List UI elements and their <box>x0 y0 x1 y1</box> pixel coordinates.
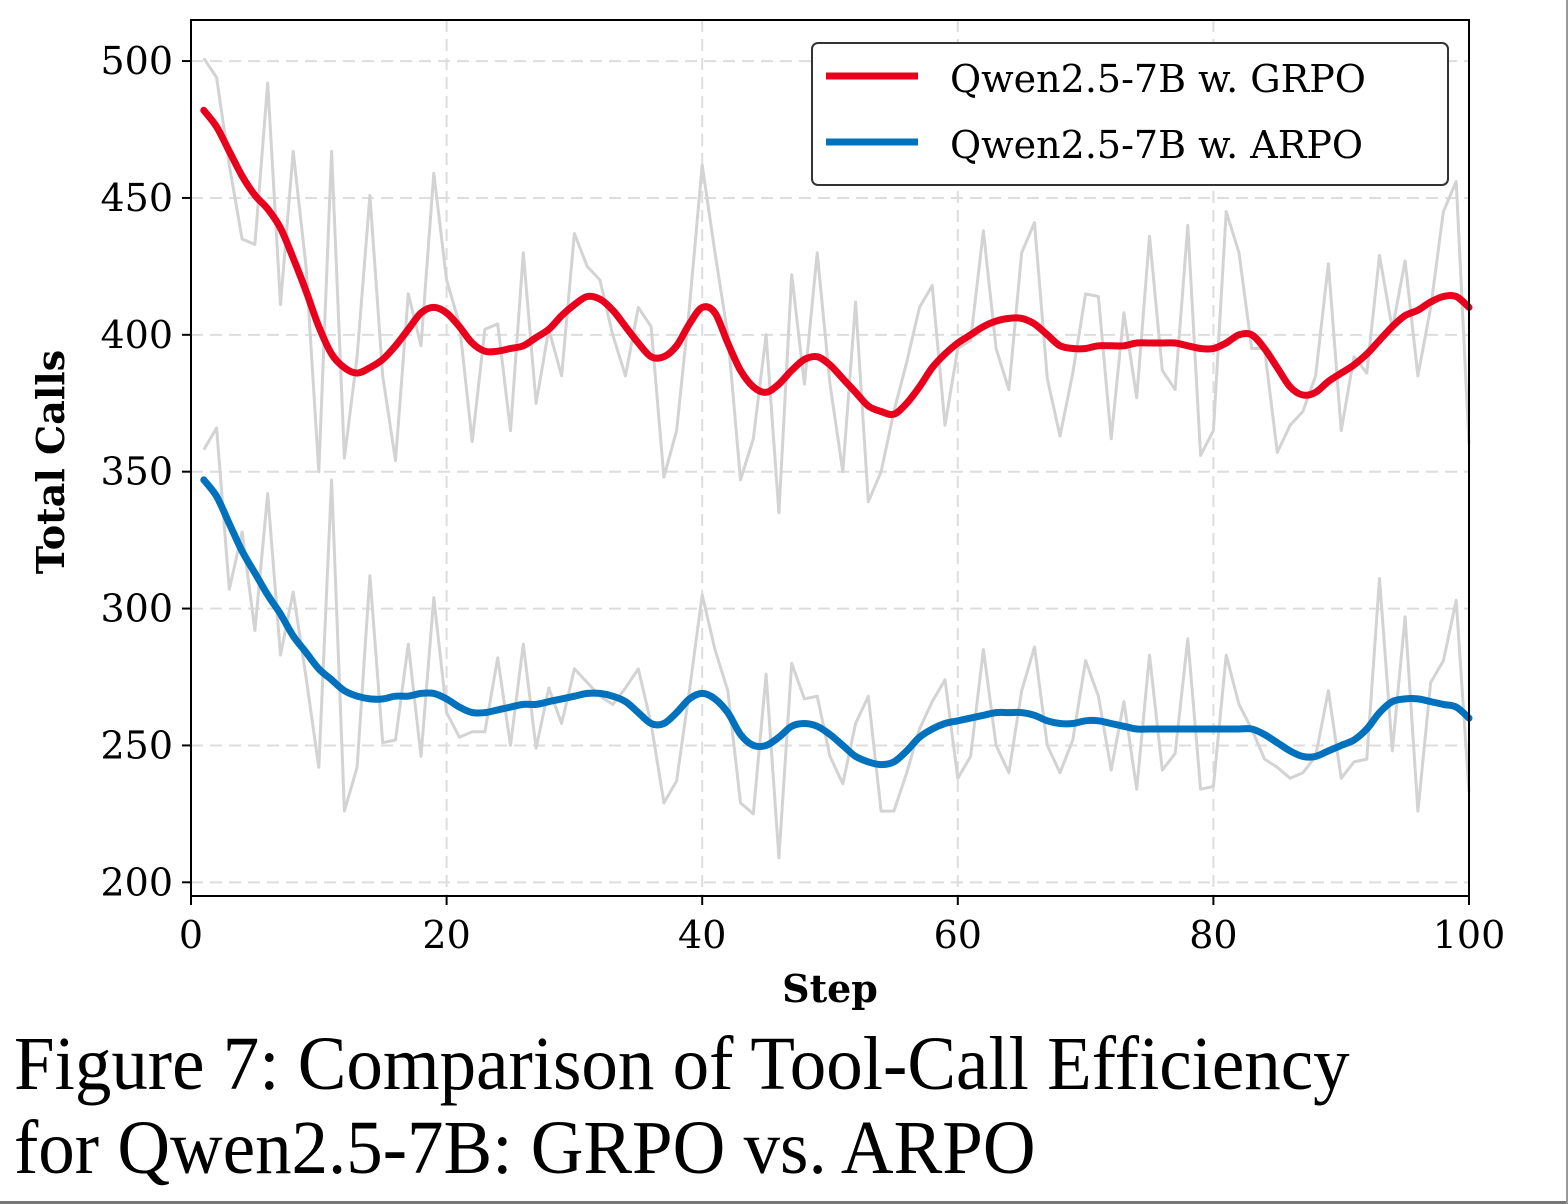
y-tick-label: 450 <box>100 176 173 220</box>
x-axis: 0 20 40 60 80 100 <box>179 896 1505 957</box>
x-tick-label: 100 <box>1433 913 1506 957</box>
y-tick-label: 200 <box>100 860 173 904</box>
figure-caption: Figure 7: Comparison of Tool-Call Effici… <box>14 1022 1492 1190</box>
y-tick-label: 350 <box>100 450 173 494</box>
caption-line-1: Figure 7: Comparison of Tool-Call Effici… <box>14 1022 1350 1106</box>
x-tick-label: 60 <box>934 913 982 957</box>
smoothed-series-group <box>200 106 1473 769</box>
legend: Qwen2.5-7B w. GRPO Qwen2.5-7B w. ARPO <box>811 42 1449 186</box>
y-tick-label: 500 <box>100 39 173 83</box>
grid-lines <box>191 20 1469 896</box>
legend-label-grpo: Qwen2.5-7B w. GRPO <box>950 57 1366 101</box>
x-tick-label: 40 <box>678 913 726 957</box>
x-tick-label: 0 <box>179 913 203 957</box>
smoothed-series-line-0 <box>200 106 1473 419</box>
plot-frame <box>190 19 1470 897</box>
raw-series-line-1 <box>202 426 1471 860</box>
smoothed-series-line-1 <box>200 476 1473 769</box>
y-tick-label: 400 <box>100 313 173 357</box>
y-axis-label: Total Calls <box>28 350 73 574</box>
page-bottom-border <box>0 1201 1568 1204</box>
legend-box <box>811 42 1449 186</box>
y-tick-label: 250 <box>100 723 173 767</box>
y-tick-label: 300 <box>100 587 173 631</box>
legend-label-arpo: Qwen2.5-7B w. ARPO <box>950 123 1363 167</box>
x-axis-label: Step <box>782 966 878 1011</box>
page-right-border <box>1566 0 1568 1204</box>
x-tick-label: 80 <box>1189 913 1237 957</box>
x-tick-label: 20 <box>422 913 470 957</box>
y-axis: 200 250 300 350 400 450 500 <box>100 39 191 904</box>
caption-line-2: for Qwen2.5-7B: GRPO vs. ARPO <box>14 1106 1036 1190</box>
